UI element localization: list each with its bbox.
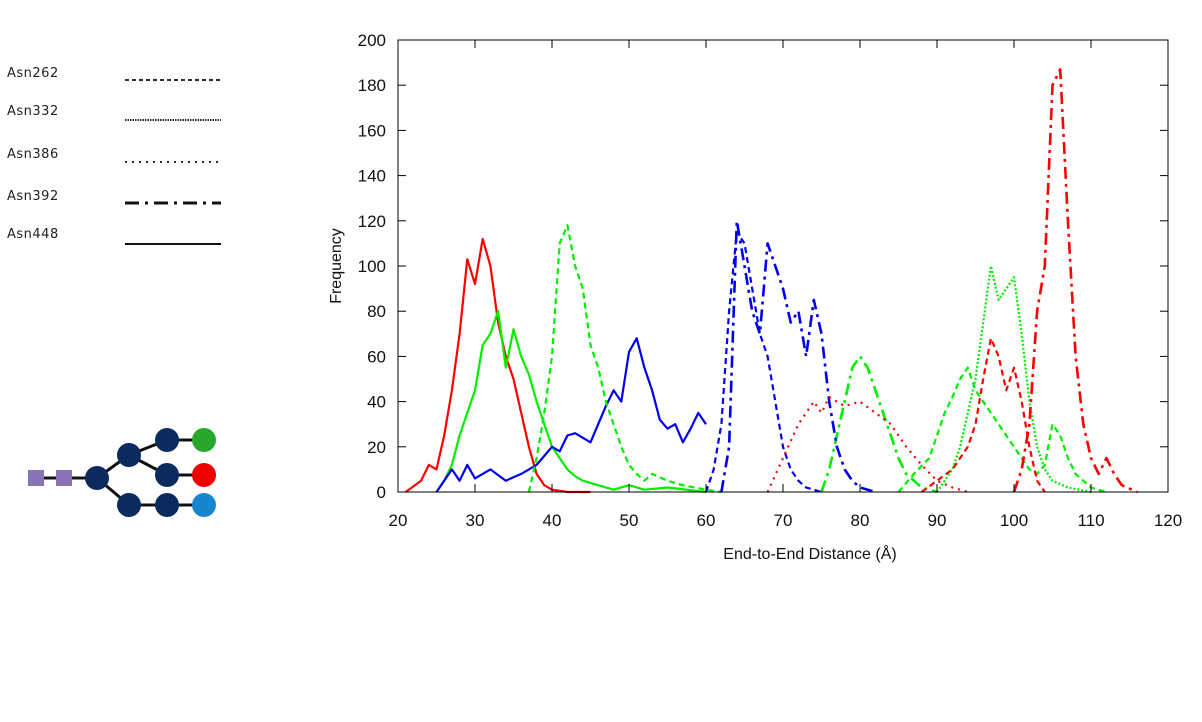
x-tick-label: 100 [1000, 511, 1028, 530]
x-tick-label: 40 [543, 511, 562, 530]
terminal-blue-circle [192, 493, 216, 517]
x-tick-label: 70 [774, 511, 793, 530]
y-tick-label: 100 [358, 257, 386, 276]
mannose-branch-circle-1 [155, 428, 179, 452]
y-axis: 0 20 40 60 80 100 120 140 160 180 200 [358, 31, 1168, 502]
y-tick-label: 120 [358, 212, 386, 231]
legend-label-asn386: Asn386 [7, 147, 59, 162]
y-axis-title: Frequency [328, 228, 345, 304]
series-line-asn448-green [435, 310, 707, 494]
y-tick-label: 180 [358, 76, 386, 95]
x-tick-label: 30 [466, 511, 485, 530]
y-tick-label: 200 [358, 31, 386, 50]
series-line-asn392-blue [720, 219, 876, 494]
y-tick-label: 160 [358, 121, 386, 140]
y-tick-label: 20 [367, 438, 386, 457]
glcnac-square-1 [28, 470, 44, 486]
x-axis: 20 30 40 50 60 70 80 90 100 110 120 [389, 40, 1182, 530]
legend-label-asn262: Asn262 [7, 66, 59, 81]
glcnac-square-2 [56, 470, 72, 486]
mannose-core-circle [85, 466, 109, 490]
mannose-upper-circle [117, 443, 141, 467]
series-line-asn262-green [527, 224, 722, 494]
x-tick-label: 60 [697, 511, 716, 530]
y-tick-label: 0 [377, 483, 386, 502]
legend: Asn262 Asn332 Asn386 Asn392 Asn448 [7, 66, 221, 245]
x-tick-label: 110 [1077, 511, 1104, 530]
x-tick-label: 50 [620, 511, 639, 530]
mannose-lower-circle [117, 493, 141, 517]
legend-label-asn448: Asn448 [7, 227, 59, 242]
mannose-branch-circle-2 [155, 463, 179, 487]
series-line-asn262-green [820, 355, 938, 494]
y-tick-label: 140 [358, 167, 386, 186]
legend-label-asn332: Asn332 [7, 104, 59, 119]
x-tick-label: 90 [928, 511, 947, 530]
series-line-asn262-red [920, 337, 1046, 493]
series-line-asn332-green [936, 264, 1092, 494]
series-line-asn262-blue [704, 231, 822, 494]
series-line-asn262-green [897, 366, 1107, 494]
y-tick-label: 40 [367, 393, 386, 412]
series-line-asn386-red [766, 396, 969, 494]
y-tick-label: 60 [367, 347, 386, 366]
terminal-green-circle [192, 428, 216, 452]
series-line-asn392-red [1012, 68, 1138, 494]
mannose-branch-circle-3 [155, 493, 179, 517]
series-line-asn448-red [405, 237, 591, 494]
x-tick-label: 120 [1154, 511, 1182, 530]
series-layer [405, 68, 1138, 494]
x-axis-title: End-to-End Distance (Å) [723, 544, 896, 563]
terminal-red-circle [192, 463, 216, 487]
legend-label-asn392: Asn392 [7, 189, 59, 204]
y-tick-label: 80 [367, 302, 386, 321]
x-tick-label: 20 [389, 511, 408, 530]
series-line-asn448-blue [435, 337, 707, 493]
plot-frame [397, 39, 1169, 493]
glycan-diagram [28, 428, 216, 517]
x-tick-label: 80 [851, 511, 870, 530]
